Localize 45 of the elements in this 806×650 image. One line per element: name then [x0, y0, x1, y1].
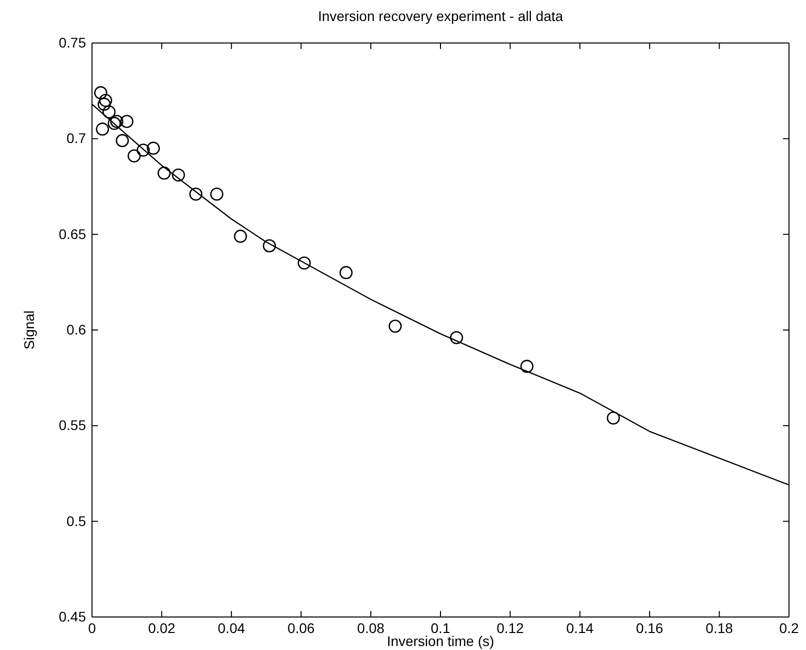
y-tick-label: 0.7 [66, 130, 86, 146]
x-tick-label: 0.04 [218, 620, 246, 636]
x-tick-label: 0.18 [706, 620, 734, 636]
point [189, 188, 202, 201]
y-tick-label: 0.75 [58, 34, 86, 50]
y-tick-label: 0.6 [66, 321, 86, 338]
x-tick-label: 0.14 [566, 620, 594, 636]
chart-title: Inversion recovery experiment - all data [318, 8, 564, 24]
point [146, 142, 160, 155]
x-tick-label: 0.02 [148, 620, 176, 636]
x-tick-label: 0.1 [430, 620, 450, 636]
point [234, 230, 248, 243]
point [99, 94, 112, 107]
point [450, 331, 464, 344]
point [96, 122, 110, 136]
point [128, 149, 141, 162]
point [606, 411, 620, 425]
y-tick-label: 0.65 [58, 226, 86, 242]
point [210, 188, 224, 201]
point [388, 320, 402, 333]
point [116, 134, 129, 148]
y-tick-label: 0.5 [66, 512, 86, 529]
y-axis-title: Signal [21, 310, 37, 350]
x-tick-label: 0.08 [357, 620, 385, 636]
point [120, 114, 134, 128]
x-tick-label: 0.16 [636, 620, 664, 636]
point [102, 105, 116, 118]
point [172, 168, 185, 182]
x-tick-label: 0.06 [287, 620, 315, 636]
x-tick-label: 0 [88, 620, 96, 636]
point [110, 114, 124, 128]
x-axis-title: Inversion time (s) [386, 633, 494, 649]
point [262, 239, 276, 252]
x-tick-label: 0.2 [779, 620, 799, 636]
point [98, 98, 111, 111]
point [136, 144, 150, 157]
point [298, 256, 311, 270]
point [520, 360, 534, 373]
point [339, 266, 353, 280]
point [158, 166, 171, 180]
x-tick-label: 0.12 [496, 620, 524, 636]
point [94, 86, 108, 100]
point [108, 116, 121, 130]
y-tick-label: 0.45 [58, 608, 86, 624]
y-tick-label: 0.55 [58, 417, 86, 434]
